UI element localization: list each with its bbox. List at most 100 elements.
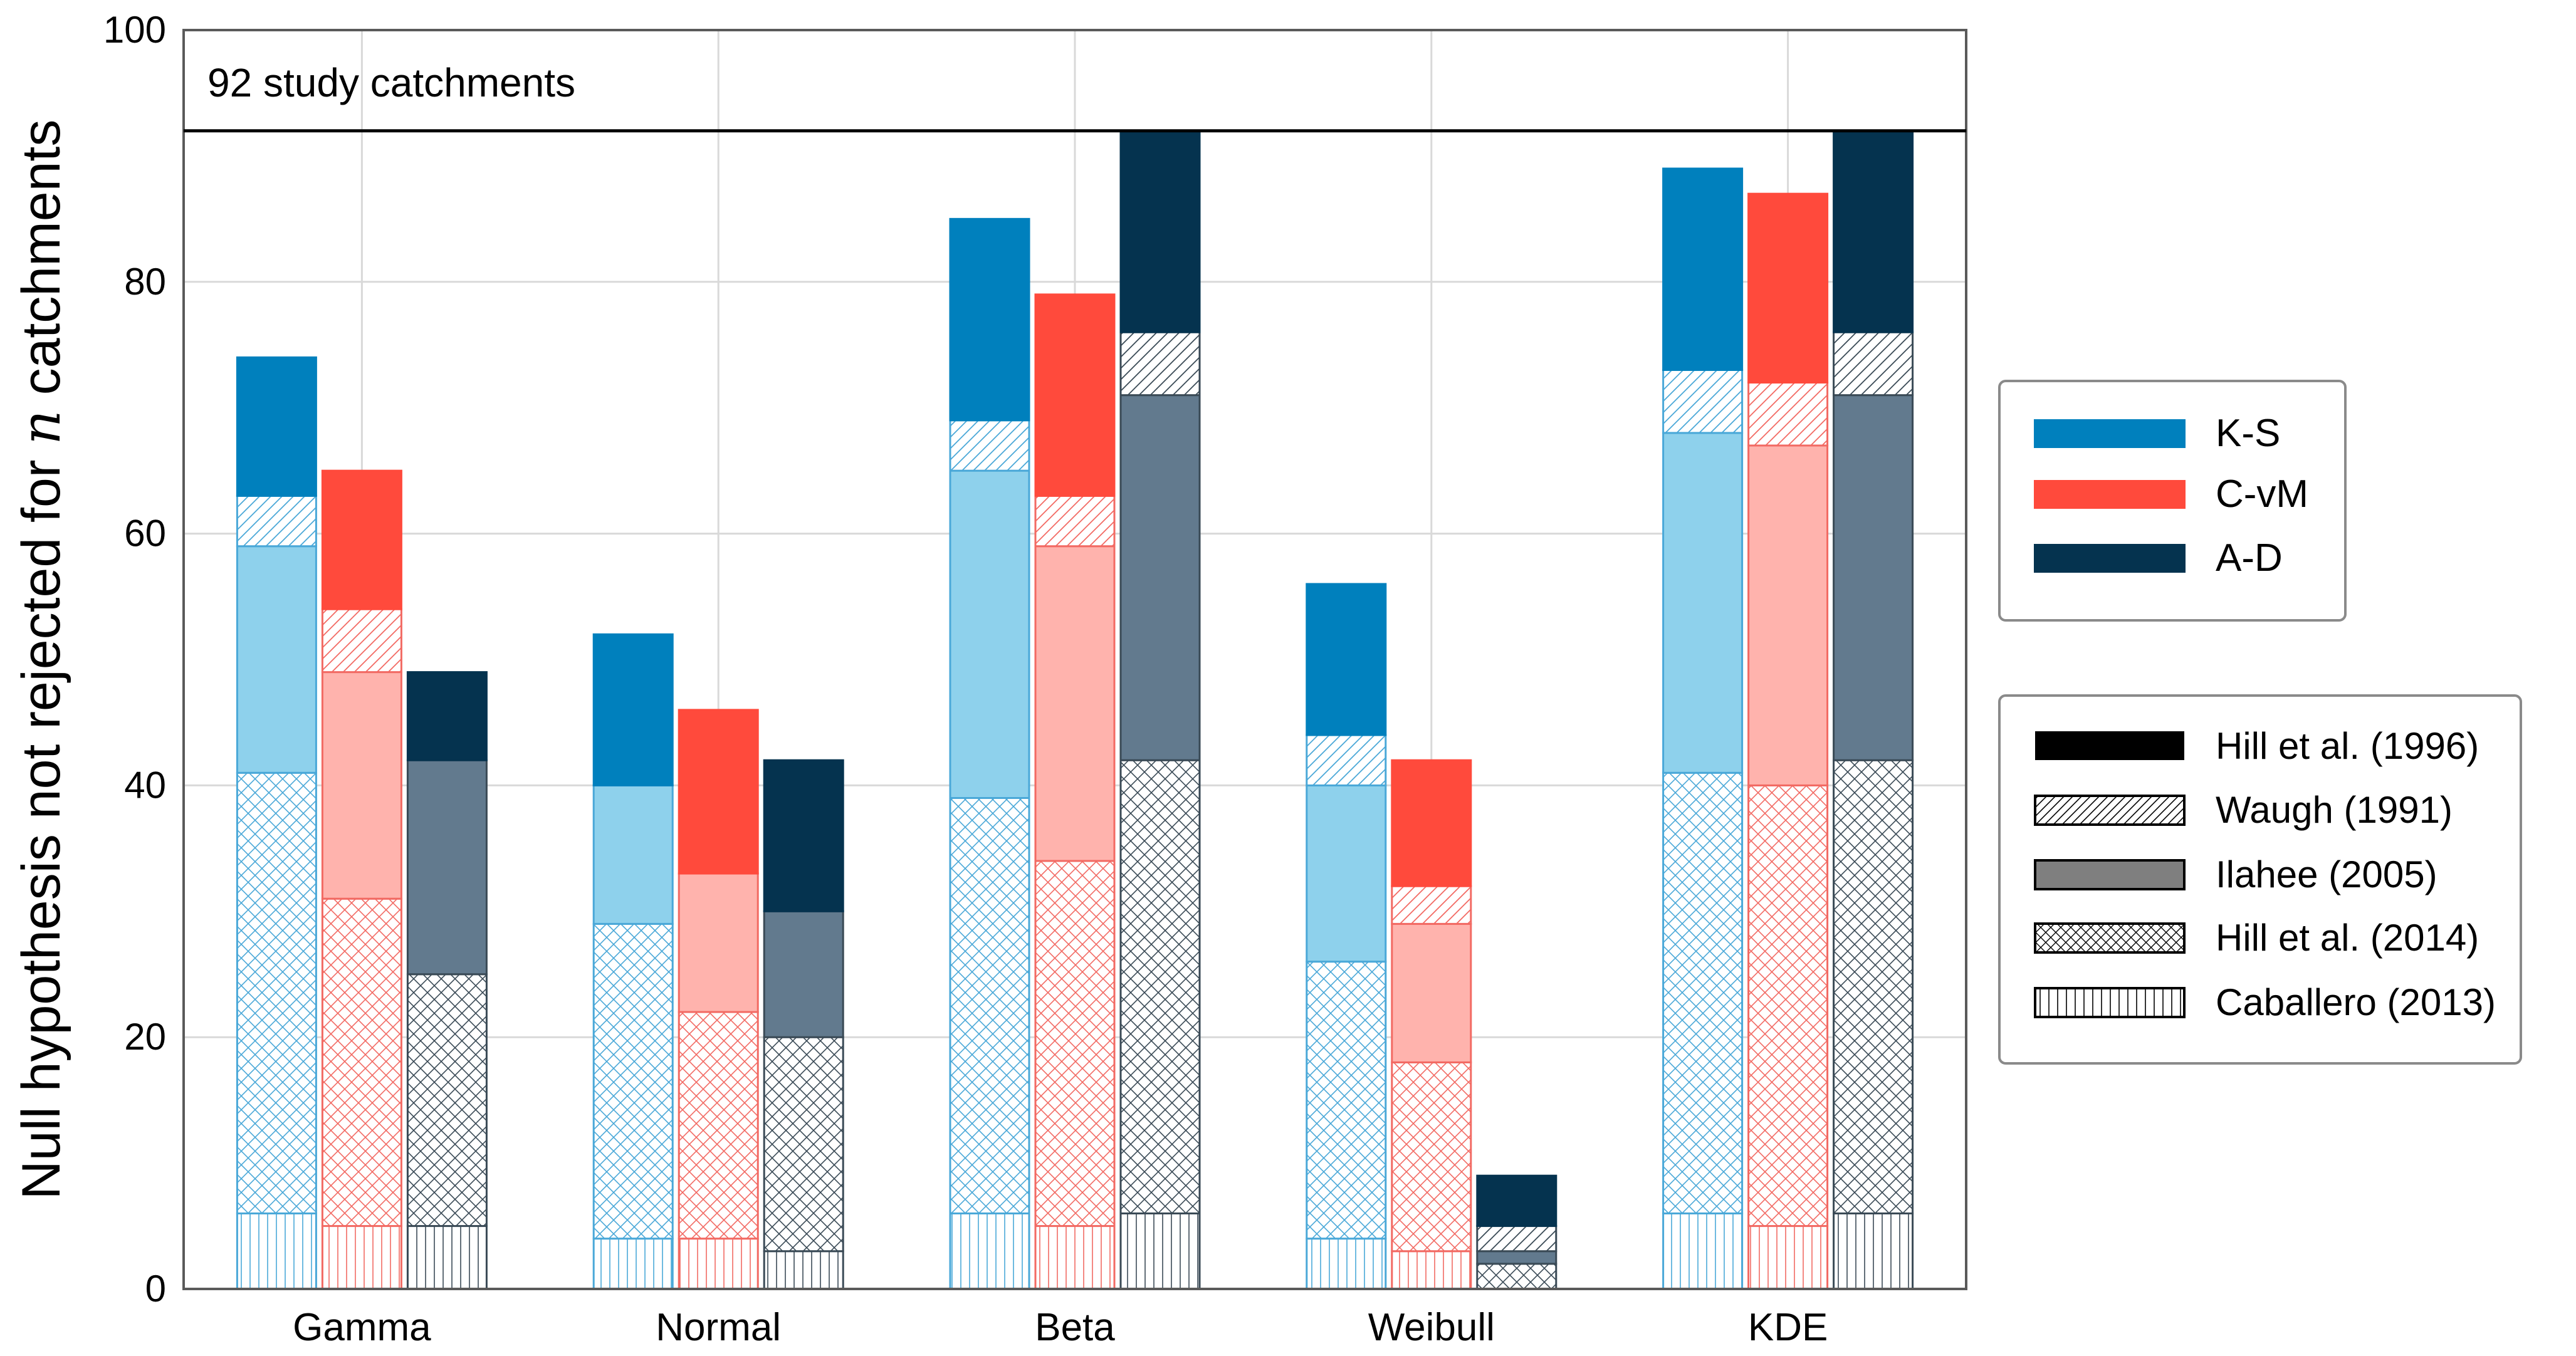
legend-swatch-hill-1996 <box>2035 731 2184 760</box>
bar-segment <box>1833 394 1914 761</box>
bar-segment <box>1747 192 1829 384</box>
bar-segment <box>1476 1225 1558 1253</box>
bar-segment <box>949 217 1030 422</box>
legend-swatch-cvm <box>2034 480 2186 509</box>
y-tick-label: 80 <box>124 261 166 303</box>
bar-segment <box>1391 922 1472 1063</box>
legend-label-caballero-2013: Caballero (2013) <box>2216 981 2496 1023</box>
bar-segment <box>406 973 488 1228</box>
bar-segment <box>1747 382 1829 447</box>
bar-segment <box>763 1250 844 1290</box>
legend-label-ad: A-D <box>2216 536 2283 580</box>
bar-segment <box>1747 784 1829 1228</box>
plot-frame <box>182 29 1967 1290</box>
bar-segment <box>406 1225 488 1290</box>
bar-segment <box>1391 1061 1472 1253</box>
bar-segment <box>949 469 1030 799</box>
bar-segment <box>1119 130 1201 333</box>
y-tick-label: 40 <box>124 764 166 806</box>
bar-segment <box>321 897 402 1228</box>
bar-segment <box>763 759 844 912</box>
bar-segment <box>236 494 317 548</box>
legend-swatch-ad <box>2034 544 2186 573</box>
y-axis-label-prefix: Null hypothesis not rejected for <box>11 445 71 1200</box>
bar-segment <box>1119 1212 1201 1290</box>
bar-segment <box>763 910 844 1038</box>
legend-label-hill-2014: Hill et al. (2014) <box>2216 917 2479 959</box>
bar-segment <box>321 1225 402 1290</box>
y-tick-label: 0 <box>145 1268 166 1310</box>
y-tick-label: 60 <box>124 513 166 555</box>
bar-segment <box>321 671 402 900</box>
bar-segment <box>321 469 402 610</box>
bars <box>236 130 1914 1290</box>
legend-methods: Hill et al. (1996) Waugh (1991) Ilahee (… <box>1998 694 2522 1065</box>
x-tick-label: Weibull <box>1368 1306 1495 1349</box>
bar-segment <box>236 356 317 497</box>
x-tick-label: KDE <box>1748 1306 1828 1349</box>
y-tick-label: 20 <box>124 1016 166 1058</box>
reference-line-label: 92 study catchments <box>207 60 575 105</box>
bar-segment <box>1034 860 1116 1228</box>
bar-segment <box>1034 545 1116 862</box>
bar-segment <box>949 1212 1030 1290</box>
legend-label-hill-1996: Hill et al. (1996) <box>2216 725 2479 767</box>
bar-segment <box>1833 1212 1914 1290</box>
bar-segment <box>949 796 1030 1214</box>
bar-segment <box>1306 1238 1387 1290</box>
legend-label-ilahee-2005: Ilahee (2005) <box>2216 853 2437 895</box>
legend-swatch-waugh-1991 <box>2034 795 2186 826</box>
bar-segment <box>406 671 488 761</box>
legend-label-ks: K-S <box>2216 412 2280 455</box>
bar-segment <box>763 1036 844 1253</box>
y-axis-label-suffix: catchments <box>11 120 71 410</box>
bar-segment <box>1119 331 1201 397</box>
bar-segment <box>1034 494 1116 548</box>
bar-segment <box>1391 885 1472 925</box>
bar-segment <box>1662 432 1744 774</box>
bar-segment <box>1476 1263 1558 1290</box>
bar-segment <box>1476 1250 1558 1265</box>
legend-tests: K-S C-vM A-D <box>1998 380 2347 622</box>
y-axis-label-variable: n <box>10 410 73 444</box>
y-tick-label: 100 <box>103 9 166 51</box>
legend-swatch-caballero-2013 <box>2034 987 2186 1018</box>
bar-segment <box>1833 331 1914 397</box>
bar-segment <box>236 545 317 774</box>
bar-segment <box>236 1212 317 1290</box>
x-tick-label: Beta <box>1035 1306 1115 1349</box>
bar-segment <box>1306 961 1387 1240</box>
bar-segment <box>678 1011 759 1240</box>
x-tick-label: Normal <box>656 1306 781 1349</box>
bar-segment <box>1034 1225 1116 1290</box>
bar-segment <box>1833 130 1914 333</box>
x-tick-label: Gamma <box>293 1306 431 1349</box>
bar-segment <box>592 922 674 1240</box>
bar-segment <box>236 771 317 1214</box>
bar-segment <box>1476 1174 1558 1228</box>
bar-segment <box>1662 771 1744 1214</box>
bar-segment <box>678 709 759 875</box>
bar-segment <box>678 872 759 1013</box>
legend-swatch-hill-2014 <box>2034 922 2186 954</box>
bar-segment <box>1119 759 1201 1214</box>
bar-segment <box>1391 1250 1472 1290</box>
bar-segment <box>1747 1225 1829 1290</box>
axes: 0 20 40 60 80 100 Gamma Normal Beta Weibull KDE <box>103 9 1967 1349</box>
bar-segment <box>1662 1212 1744 1290</box>
bar-segment <box>1662 167 1744 371</box>
legend-label-waugh-1991: Waugh (1991) <box>2216 789 2453 831</box>
bar-segment <box>592 633 674 786</box>
bar-segment <box>1306 583 1387 736</box>
bar-segment <box>1747 444 1829 786</box>
bar-segment <box>1119 394 1201 761</box>
bar-segment <box>1391 759 1472 887</box>
bar-segment <box>1306 734 1387 786</box>
y-axis-label: Null hypothesis not rejected for n catch… <box>10 120 73 1200</box>
bar-segment <box>1662 368 1744 434</box>
legend-swatch-ks <box>2034 419 2186 448</box>
bar-segment <box>321 608 402 674</box>
legend-swatch-ilahee-2005 <box>2034 859 2186 890</box>
bar-segment <box>1034 293 1116 497</box>
